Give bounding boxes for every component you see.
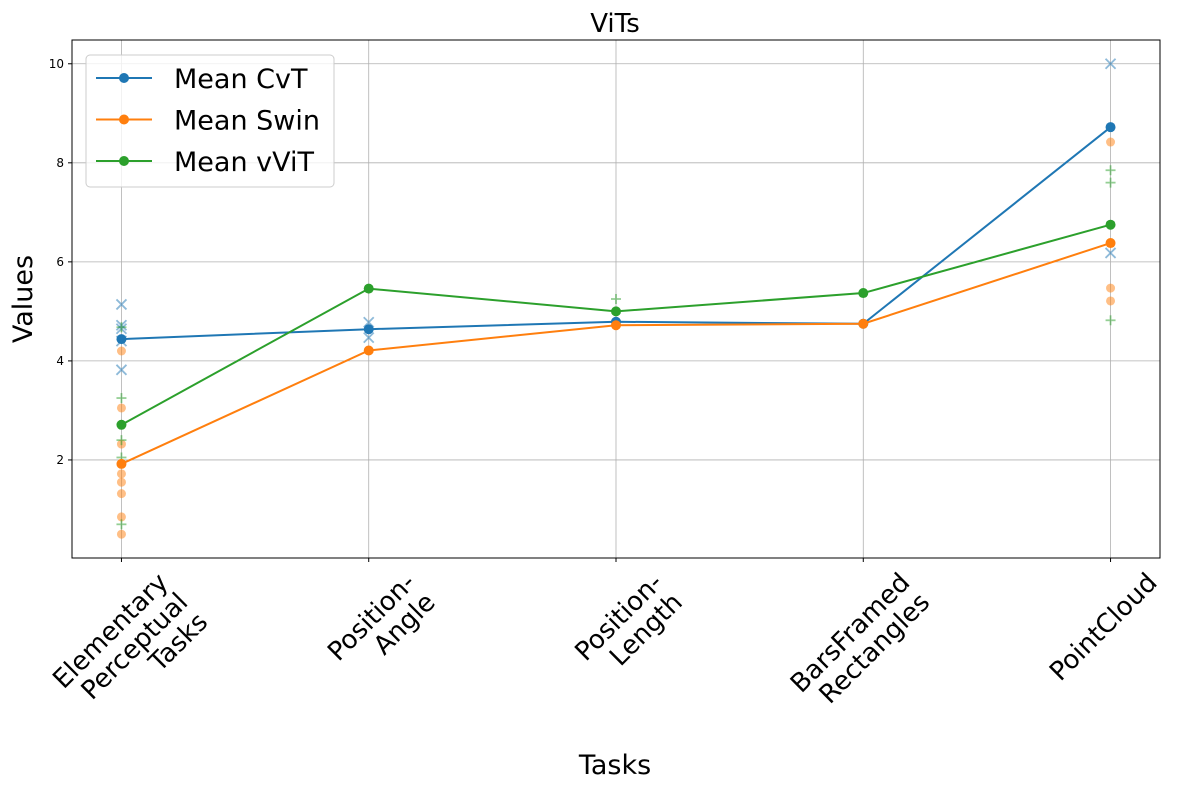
sample-point	[116, 519, 127, 530]
sample-point	[116, 435, 127, 446]
marker-part	[1104, 247, 1117, 259]
data-point	[1105, 219, 1116, 230]
legend-marker	[119, 156, 129, 166]
sample-point	[115, 298, 128, 311]
legend-box	[85, 54, 335, 188]
chart-title: ViTs	[590, 9, 640, 39]
plot-frame	[71, 39, 1161, 559]
data-point	[116, 334, 127, 345]
data-point	[858, 288, 869, 299]
sample-point	[116, 322, 127, 333]
sample-point	[116, 489, 126, 499]
sample-point	[116, 512, 126, 522]
x-axis-label: Tasks	[578, 750, 651, 781]
data-point	[116, 419, 127, 430]
data-point	[1105, 238, 1116, 249]
data-point	[363, 283, 374, 294]
legend-label: Mean Swin	[174, 106, 320, 137]
data-point	[363, 345, 374, 356]
x-tick-label: BarsFramedRectangles	[785, 568, 936, 719]
marker-part	[363, 331, 375, 344]
y-tick-label: 8	[56, 156, 64, 170]
sample-point	[116, 469, 126, 479]
sample-point	[363, 331, 375, 344]
sample-point	[1105, 315, 1116, 326]
y-tick-label: 10	[49, 57, 64, 71]
x-tick-label: PointCloud	[1044, 568, 1163, 687]
legend-marker	[119, 73, 129, 83]
y-tick-label: 2	[56, 453, 64, 467]
sample-point	[1105, 177, 1116, 188]
data-point	[858, 318, 869, 329]
y-tick-label: 4	[56, 354, 64, 368]
legend-label: Mean CvT	[174, 64, 308, 95]
marker-part	[115, 298, 128, 311]
y-axis-label: Values	[8, 255, 39, 343]
x-tick-label: Position-Length	[570, 568, 689, 687]
marker-part	[1104, 58, 1117, 70]
sample-point	[1106, 283, 1116, 293]
sample-point	[1105, 165, 1116, 176]
data-point	[611, 306, 621, 317]
data-point	[611, 320, 621, 331]
sample-point	[116, 393, 127, 404]
sample-point	[115, 364, 128, 376]
sample-point	[1106, 296, 1116, 306]
sample-point	[116, 477, 126, 487]
sample-point	[116, 529, 126, 539]
legend: Mean CvT Mean Swin Mean vViT	[85, 54, 335, 188]
y-tick-label: 6	[56, 255, 64, 269]
sample-point	[1104, 247, 1117, 259]
x-tick-label: ElementaryPerceptualTasks	[47, 568, 214, 735]
legend-marker	[119, 114, 129, 125]
x-tick-label: Position-Angle	[322, 568, 441, 687]
data-point	[116, 458, 127, 469]
marker-part	[115, 364, 128, 376]
sample-point	[116, 346, 126, 356]
data-point	[363, 324, 374, 335]
legend-label: Mean vViT	[174, 147, 315, 178]
sample-point	[116, 403, 126, 413]
sample-point	[611, 294, 621, 304]
data-point	[1105, 122, 1116, 133]
sample-point	[1104, 58, 1117, 70]
sample-point	[1106, 137, 1116, 147]
